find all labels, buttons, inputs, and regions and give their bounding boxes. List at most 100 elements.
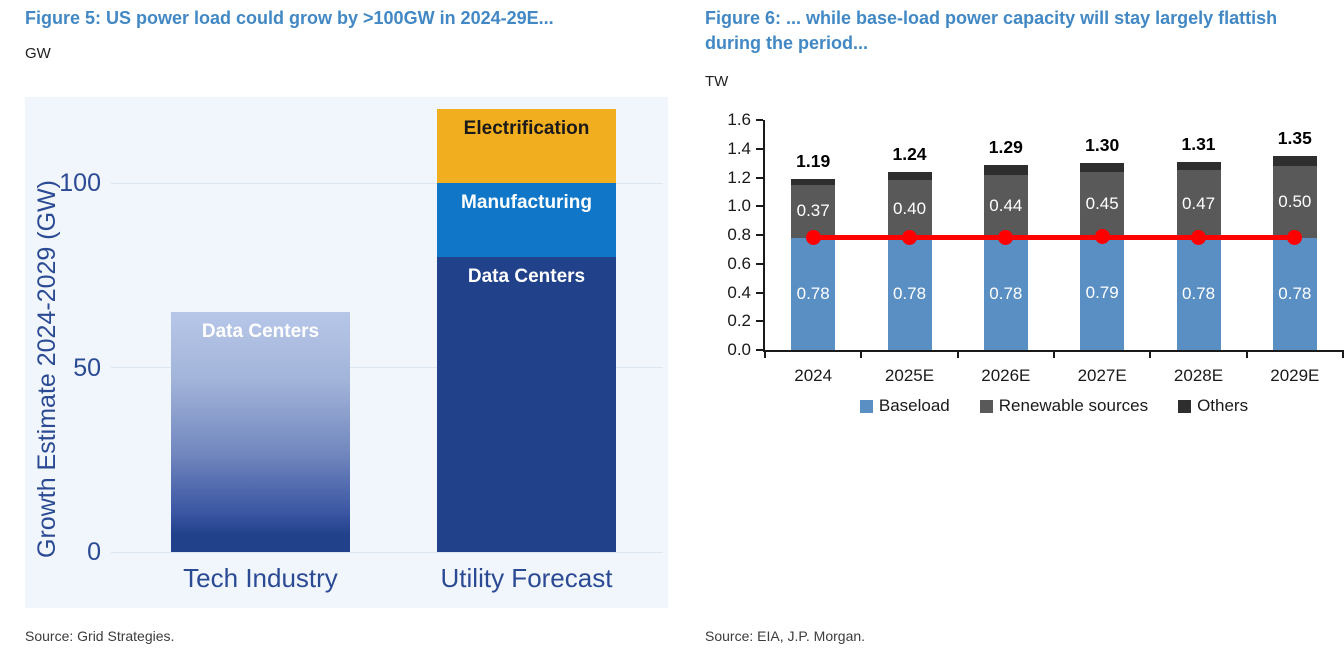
bar-segment-utility-forecast-data-centers [437, 256, 616, 552]
x-axis-tick [1342, 350, 1344, 358]
y-axis-tick-label: 100 [59, 169, 101, 197]
trend-marker [902, 230, 917, 246]
bar-segment-2027e-others [1080, 163, 1125, 172]
legend: Baseload Renewable sources Others [765, 396, 1343, 416]
total-label: 1.30 [1085, 135, 1120, 156]
bar-segment-2026e-renewable-sources [983, 174, 1028, 238]
x-axis-label-tech-industry: Tech Industry [183, 563, 338, 593]
legend-label: Others [1197, 396, 1249, 415]
gridline [111, 551, 663, 553]
x-axis-tick [1149, 350, 1152, 358]
bar-segment-2025e-renewable-sources [887, 180, 932, 238]
x-axis-tick [956, 350, 959, 358]
value-label: 0.37 [796, 201, 830, 221]
legend-label: Renewable sources [998, 396, 1149, 415]
x-axis-label-2024: 2024 [794, 366, 833, 385]
value-label: 0.79 [1085, 283, 1119, 303]
total-label: 1.29 [988, 136, 1023, 157]
bar-segment-2025e-others [887, 171, 932, 181]
total-label: 1.19 [796, 150, 831, 171]
bar-segment-2028e-others [1176, 161, 1221, 171]
y-axis-tick [756, 234, 763, 236]
y-axis-tick-label: 1.6 [727, 110, 751, 129]
value-label: 0.47 [1181, 194, 1216, 214]
y-axis-tick [756, 176, 763, 179]
y-axis-tick-label: 1.2 [727, 167, 751, 187]
figure6-title-line1: Figure 6: ... while base-load power capa… [705, 8, 1278, 28]
value-label: 0.78 [989, 283, 1023, 303]
legend-label: Baseload [878, 396, 950, 415]
legend-swatch-baseload [859, 399, 873, 413]
bar-segment-2025e-baseload [887, 237, 932, 350]
x-axis-label-2029e: 2029E [1270, 366, 1320, 385]
value-label: 0.44 [989, 196, 1023, 216]
bar-segment-2029e-baseload [1272, 237, 1317, 350]
bar-segment-2024-baseload [791, 237, 836, 350]
figure6-panel: Figure 6: ... while base-load power capa… [672, 0, 1344, 660]
x-axis-label-2028e: 2028E [1173, 366, 1224, 385]
bar-segment-utility-forecast-manufacturing [437, 183, 616, 257]
x-axis-label-2027e: 2027E [1077, 366, 1127, 385]
figure6-title-line2: during the period... [705, 33, 868, 53]
y-axis-tick [756, 349, 763, 351]
figure5-unit-label: GW [25, 45, 51, 62]
trend-marker [805, 230, 821, 246]
y-axis-title: Growth Estimate 2024-2029 (GW) [33, 180, 61, 558]
total-label: 1.35 [1277, 127, 1312, 148]
y-axis-tick [756, 205, 763, 208]
bar-segment-tech-industry-data-centers [171, 312, 350, 552]
value-label: 0.45 [1085, 194, 1119, 214]
y-axis-tick-label: 0.4 [727, 282, 751, 302]
figure5-chart: 0 50 100 Growth Estimate 2024-2029 (GW) Data… [25, 97, 668, 608]
bar-segment-label: Data Centers [201, 321, 320, 343]
y-axis-tick-label: 0.2 [727, 311, 751, 331]
y-axis-tick-label: 0.8 [727, 225, 751, 244]
bar-segment-label: Manufacturing [461, 192, 592, 213]
x-axis-label-2025e: 2025E [884, 366, 935, 385]
value-label: 0.78 [1278, 283, 1312, 303]
bar-segment-2029e-others [1272, 155, 1317, 166]
legend-item-renewable-sources: Renewable sources [979, 396, 1149, 416]
legend-item-baseload: Baseload [859, 396, 950, 416]
figure5-source: Source: Grid Strategies. [25, 628, 175, 644]
value-label: 0.78 [1181, 283, 1216, 303]
figure6-source: Source: EIA, J.P. Morgan. [705, 628, 866, 644]
y-axis-tick-label: 50 [73, 353, 101, 382]
bar-segment-2028e-renewable-sources [1176, 170, 1221, 238]
bar-segment-2027e-renewable-sources [1080, 171, 1125, 237]
trend-marker [998, 230, 1014, 246]
figure6-unit-label: TW [705, 73, 729, 90]
y-axis-tick-label: 1.0 [727, 196, 751, 216]
bar-segment-2027e-baseload [1080, 236, 1125, 350]
y-axis-tick-label: 0.6 [727, 253, 751, 273]
y-axis-tick-label: 0 [87, 538, 101, 566]
figure5-title: Figure 5: US power load could grow by >1… [25, 8, 554, 28]
bar-segment-2024-renewable-sources [791, 184, 836, 238]
legend-item-others: Others [1178, 396, 1248, 416]
bar-segment-2024-others [791, 178, 836, 185]
value-label: 0.78 [796, 283, 830, 303]
y-axis-tick [756, 119, 763, 121]
y-axis-tick [756, 291, 763, 294]
trend-marker [1191, 230, 1206, 246]
bar-segment-label: Data Centers [467, 265, 586, 287]
gridline [111, 182, 663, 184]
trend-marker [1094, 228, 1110, 244]
x-axis-tick [1053, 350, 1055, 358]
figure5-panel: Figure 5: US power load could grow by >1… [25, 8, 668, 644]
red-trend-line [813, 235, 1295, 241]
bar-segment-2026e-baseload [983, 237, 1028, 350]
value-label: 0.78 [892, 283, 927, 303]
bar-segment-2029e-renewable-sources [1272, 166, 1317, 238]
x-axis-tick [1245, 350, 1248, 358]
bar-segment-2028e-baseload [1176, 237, 1221, 350]
value-label: 0.40 [892, 199, 927, 219]
legend-swatch-renewable-sources [979, 399, 993, 413]
gridline [111, 367, 663, 368]
y-axis-tick [756, 320, 763, 323]
y-axis-tick-label: 1.4 [727, 138, 751, 158]
y-axis-tick [756, 262, 763, 265]
x-axis-label-utility-forecast: Utility Forecast [440, 563, 613, 593]
x-axis-tick [860, 350, 863, 358]
